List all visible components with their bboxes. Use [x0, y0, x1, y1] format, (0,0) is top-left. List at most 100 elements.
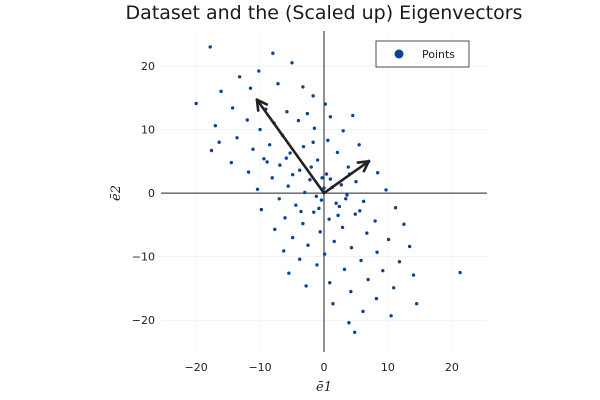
chart-title: Dataset and the (Scaled up) Eigenvectors: [126, 2, 523, 24]
data-point: [217, 140, 221, 144]
data-point: [319, 198, 324, 202]
data-point: [301, 144, 306, 149]
data-point: [315, 158, 320, 162]
x-tick-labels: −20 −10 0 10 20: [185, 361, 459, 374]
data-point: [342, 267, 347, 272]
data-point: [258, 127, 262, 132]
data-point: [255, 187, 260, 191]
data-point: [361, 309, 365, 314]
data-point: [194, 101, 198, 106]
data-point: [334, 201, 338, 205]
data-point: [251, 147, 255, 151]
y-tick-label: 20: [141, 60, 155, 73]
data-point: [391, 286, 396, 290]
data-point: [358, 209, 362, 213]
data-point: [315, 263, 319, 267]
data-point: [397, 260, 402, 264]
data-point: [375, 171, 380, 175]
data-point: [287, 271, 291, 275]
data-point: [411, 273, 416, 277]
y-tick-label: −20: [132, 314, 155, 327]
data-point: [208, 45, 212, 49]
x-tick-label: 10: [381, 361, 395, 374]
data-point: [290, 61, 294, 65]
data-point: [366, 277, 370, 282]
data-point: [288, 151, 292, 155]
data-point: [230, 106, 235, 110]
data-point: [284, 156, 288, 160]
data-point: [349, 289, 353, 294]
data-point: [301, 85, 305, 89]
data-point: [322, 186, 326, 190]
data-point: [347, 321, 351, 325]
data-point: [349, 246, 354, 250]
data-point: [318, 230, 322, 234]
data-point: [331, 301, 335, 306]
eigenvectors: [255, 98, 371, 195]
legend-box: [375, 40, 470, 68]
data-point: [312, 210, 316, 214]
data-point: [340, 225, 345, 230]
data-point: [309, 165, 313, 169]
data-point: [286, 184, 290, 188]
data-point: [282, 249, 286, 253]
data-point: [298, 257, 302, 261]
data-point: [344, 197, 348, 201]
x-tick-label: 20: [445, 361, 459, 374]
data-point: [341, 129, 345, 133]
data-point: [265, 160, 269, 164]
data-point: [235, 136, 239, 140]
data-point: [245, 118, 249, 122]
data-point: [393, 206, 398, 210]
legend-marker: [394, 49, 404, 59]
data-points: [194, 45, 462, 334]
y-axis-label: ē2: [109, 185, 124, 201]
data-point: [317, 206, 321, 211]
data-point: [308, 178, 312, 182]
data-point: [354, 179, 358, 184]
data-point: [246, 170, 251, 174]
data-point: [304, 284, 308, 288]
data-point: [402, 222, 406, 226]
data-point: [345, 193, 349, 197]
data-point: [306, 243, 310, 247]
legend-label: Points: [422, 48, 455, 61]
data-point: [294, 203, 298, 207]
data-point: [352, 330, 357, 334]
data-point: [267, 143, 272, 147]
data-point: [328, 115, 333, 119]
data-point: [357, 143, 361, 147]
data-point: [283, 216, 287, 220]
data-point: [276, 82, 280, 86]
y-tick-label: −10: [132, 251, 155, 264]
x-tick-label: −20: [185, 361, 208, 374]
data-point: [213, 124, 218, 128]
eigenvector-arrowhead: [356, 160, 371, 173]
data-point: [296, 118, 301, 123]
data-point: [299, 209, 303, 214]
data-point: [365, 231, 369, 235]
data-point: [257, 69, 261, 73]
x-tick-label: 0: [321, 361, 328, 374]
data-point: [361, 199, 366, 204]
data-point: [328, 281, 332, 285]
data-point: [277, 197, 281, 201]
data-point: [328, 177, 333, 181]
data-point: [458, 270, 462, 275]
data-point: [373, 219, 377, 223]
data-point: [414, 301, 419, 306]
data-point: [312, 126, 317, 130]
eigenvector-line: [255, 98, 326, 195]
data-point: [351, 113, 355, 118]
data-point: [381, 268, 385, 273]
data-point: [337, 204, 342, 209]
eigenvector-arrowhead: [255, 98, 269, 112]
data-point: [298, 168, 302, 172]
data-point: [407, 244, 412, 249]
data-point: [335, 150, 340, 155]
data-point: [374, 296, 379, 301]
data-point: [290, 172, 295, 177]
data-point: [229, 160, 234, 165]
y-tick-label: 10: [141, 124, 155, 137]
